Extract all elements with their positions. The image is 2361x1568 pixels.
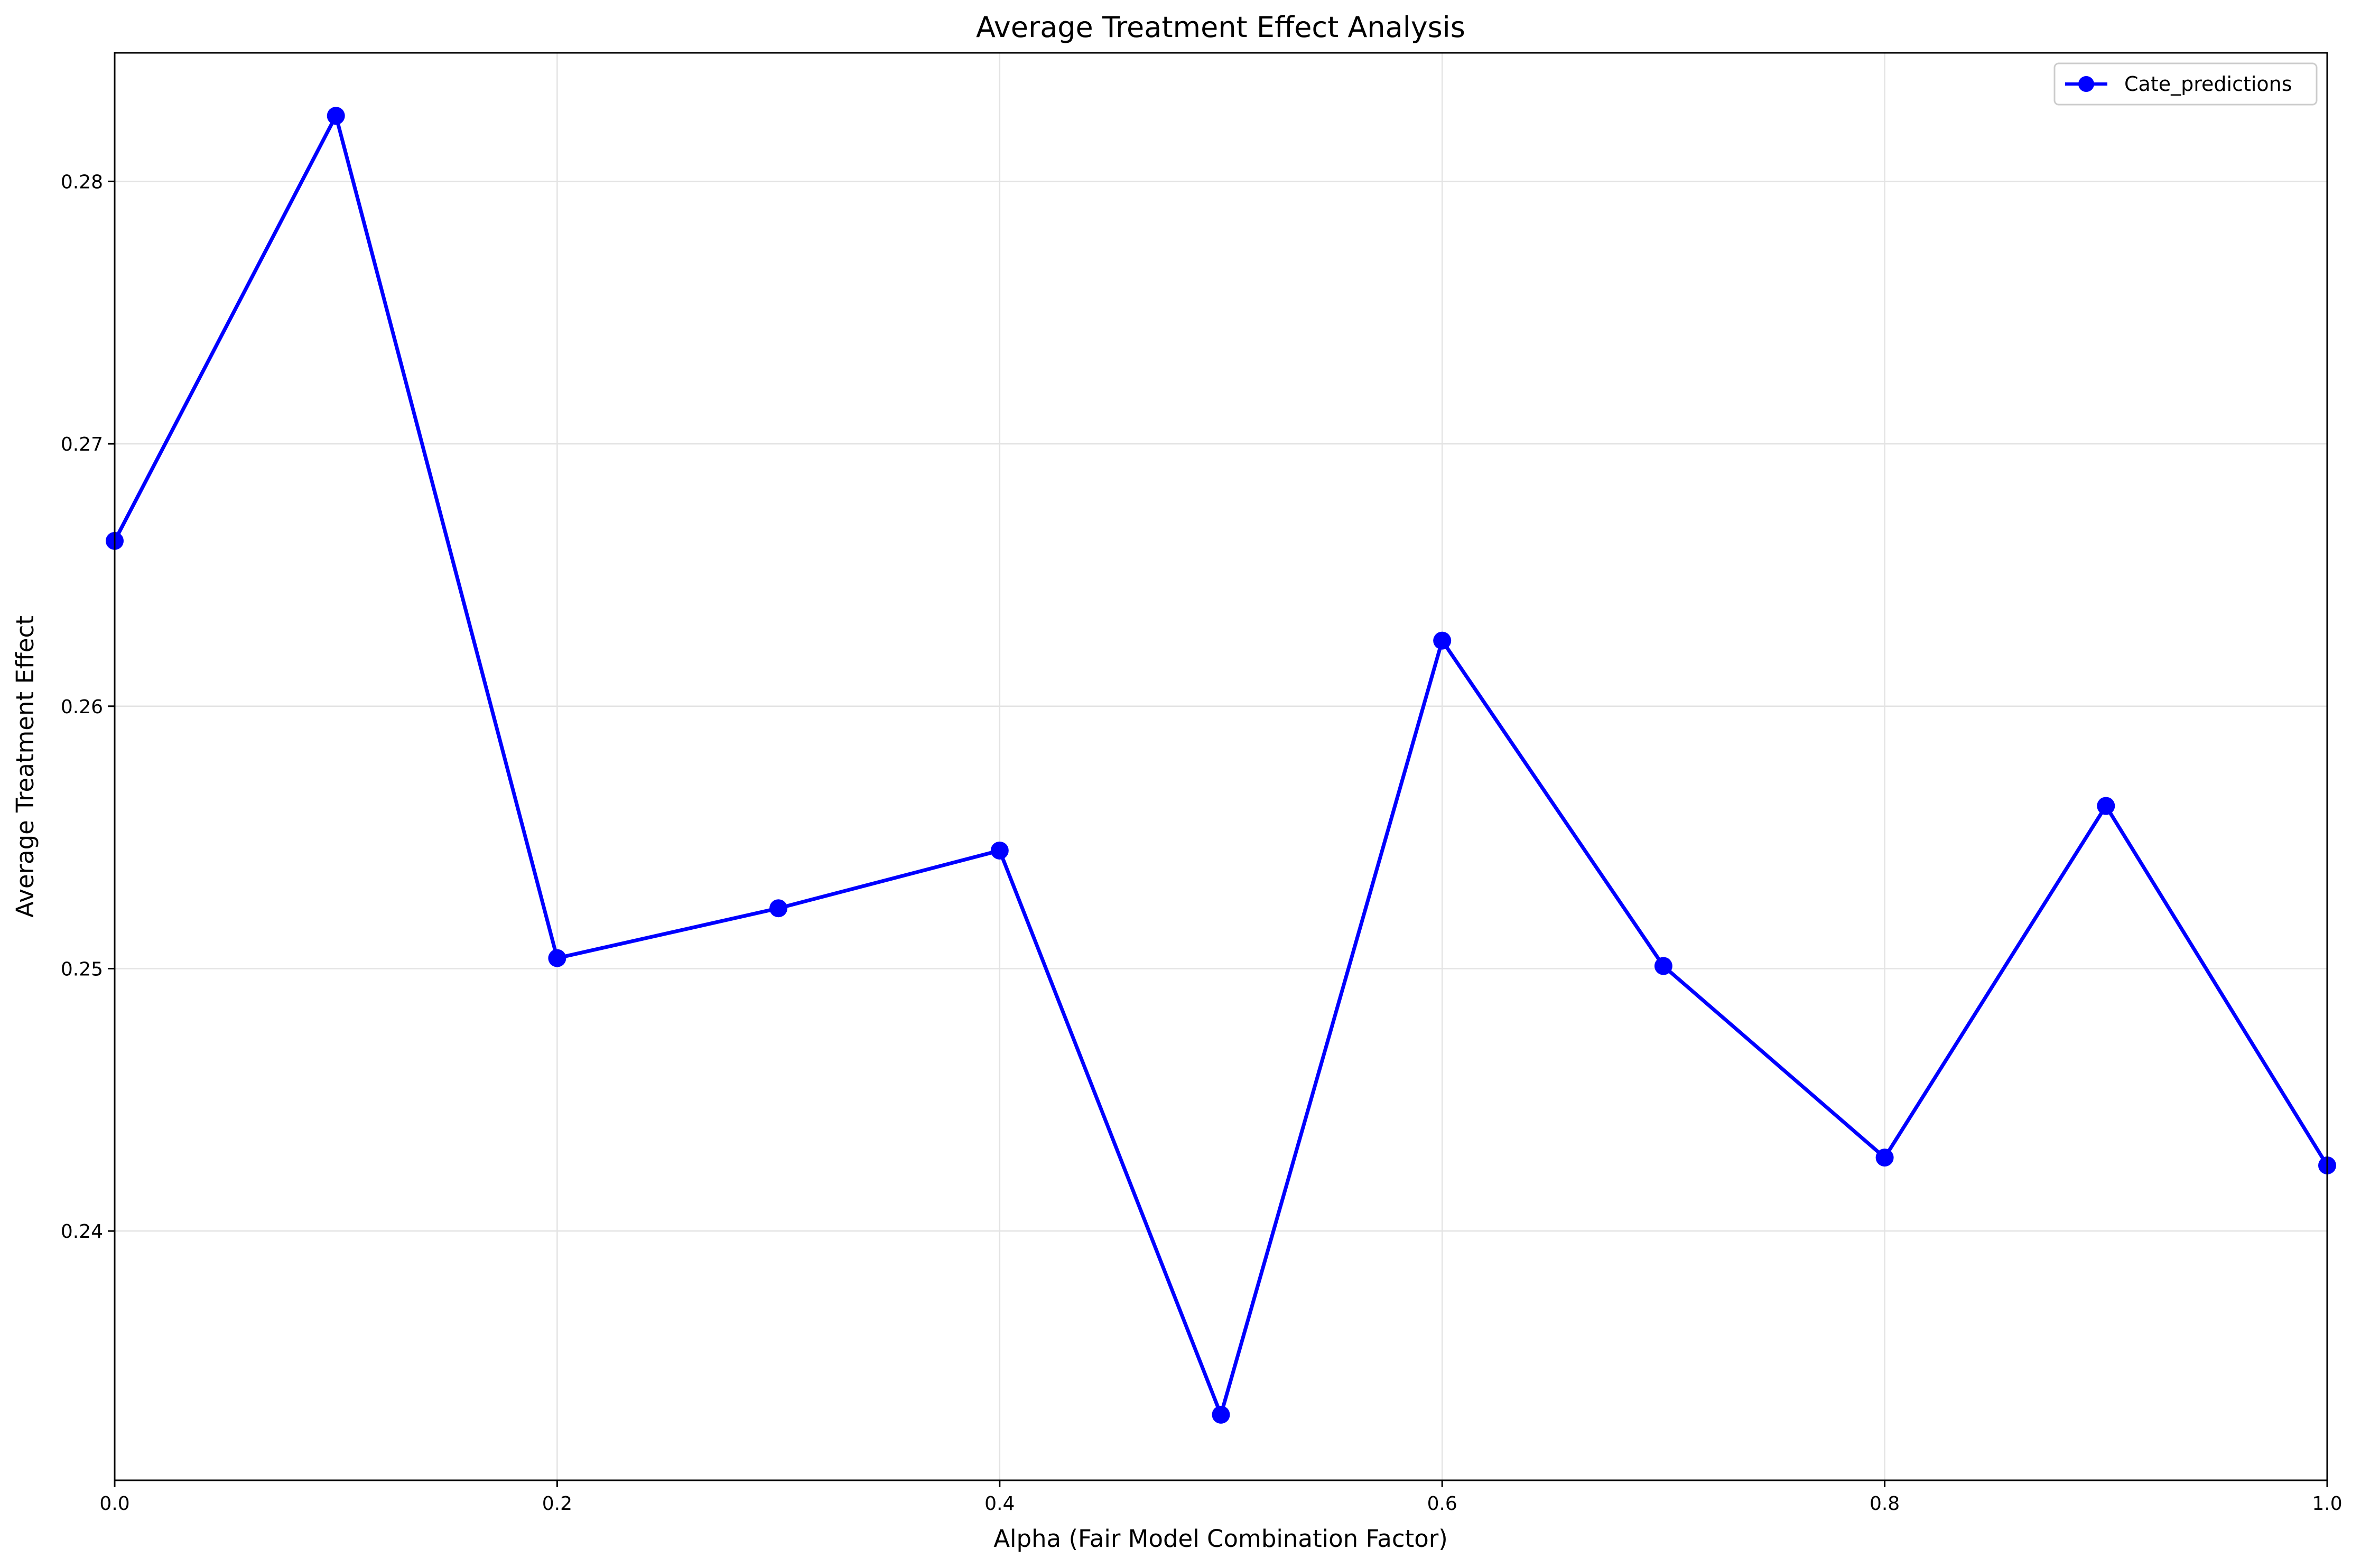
x-tick-label: 0.0	[99, 1493, 129, 1515]
data-point	[990, 841, 1009, 860]
x-tick-label: 0.6	[1427, 1493, 1457, 1515]
data-point	[2097, 797, 2115, 815]
data-point	[1654, 957, 1672, 975]
data-point	[1875, 1149, 1894, 1167]
data-point	[1212, 1405, 1230, 1424]
y-tick-label: 0.24	[61, 1221, 103, 1243]
series-layer	[106, 107, 2336, 1424]
y-tick-label: 0.28	[61, 171, 103, 193]
x-tick-label: 0.2	[542, 1493, 572, 1515]
y-tick-label: 0.26	[61, 696, 103, 718]
data-point	[1433, 631, 1452, 650]
legend-marker-swatch	[2078, 76, 2094, 92]
chart-title: Average Treatment Effect Analysis	[976, 11, 1465, 44]
data-point	[327, 107, 345, 125]
data-point	[548, 949, 566, 967]
x-tick-label: 0.4	[984, 1493, 1015, 1515]
plot-frame	[114, 52, 2328, 1481]
legend: Cate_predictions	[2053, 62, 2318, 106]
x-tick-label: 0.8	[1870, 1493, 1900, 1515]
y-tick-label: 0.25	[61, 958, 103, 980]
legend-label: Cate_predictions	[2124, 72, 2292, 96]
legend-box	[2053, 62, 2318, 106]
y-tick-label: 0.27	[61, 434, 103, 455]
y-axis-label: Average Treatment Effect	[11, 615, 39, 918]
ticks: 0.0 0.2 0.4 0.6 0.8 1.0 0.24 0.25 0.26 0.27 0.28	[61, 171, 2343, 1515]
x-axis-label: Alpha (Fair Model Combination Factor)	[993, 1525, 1448, 1553]
x-tick-label: 1.0	[2312, 1493, 2342, 1515]
data-point	[769, 899, 788, 918]
